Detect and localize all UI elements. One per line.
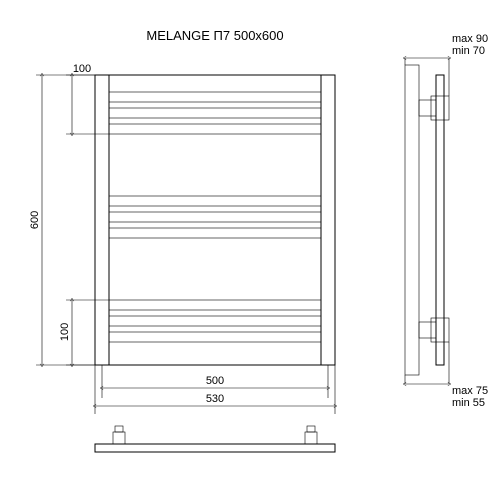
dim-top-100: 100	[66, 63, 109, 134]
dim-width-530: 530	[95, 365, 335, 414]
dim-500-label: 500	[206, 375, 224, 387]
side-top-min-label: min 70	[452, 45, 485, 57]
rail-left	[95, 75, 109, 365]
front-elevation	[95, 75, 335, 365]
stub-right	[305, 426, 317, 444]
rail-right	[321, 75, 335, 365]
side-dim-top: max 90 min 70	[405, 33, 488, 96]
dim-top100-label: 100	[73, 63, 91, 75]
dim-530-label: 530	[206, 393, 224, 405]
drawing-title: MELANGE П7 500x600	[146, 28, 283, 43]
side-top-max-label: max 90	[452, 33, 488, 45]
dim-height-600: 600	[29, 75, 95, 365]
dim-600-label: 600	[29, 211, 41, 229]
side-elevation	[405, 65, 449, 375]
bottom-view	[95, 426, 335, 452]
side-rod	[436, 75, 444, 365]
dim-bot-100: 100	[59, 300, 109, 365]
side-bot-max-label: max 75	[452, 385, 488, 397]
wall-plate	[405, 65, 419, 375]
dim-bot100-label: 100	[59, 323, 71, 341]
stub-left	[113, 426, 125, 444]
bars	[109, 92, 321, 342]
side-bot-min-label: min 55	[452, 397, 485, 409]
side-dim-bottom: max 75 min 55	[405, 342, 488, 409]
